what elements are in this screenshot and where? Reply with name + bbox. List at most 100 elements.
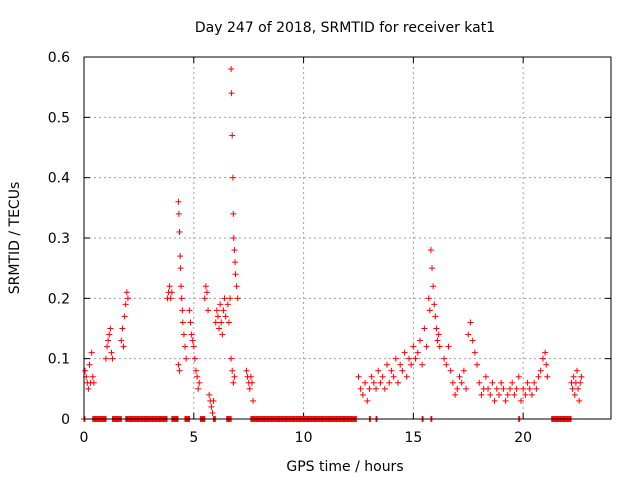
data-point	[214, 313, 221, 320]
x-tick-label: 10	[295, 430, 313, 446]
data-point	[230, 235, 237, 241]
data-point	[489, 379, 496, 386]
data-point	[493, 385, 500, 392]
data-point	[231, 373, 238, 380]
data-point	[482, 373, 489, 380]
data-point	[88, 349, 95, 356]
data-point	[232, 259, 239, 266]
data-point	[502, 397, 509, 404]
data-point	[183, 355, 190, 362]
data-point	[178, 295, 185, 302]
data-point	[474, 361, 481, 368]
data-point	[82, 367, 89, 374]
data-point	[573, 367, 580, 374]
data-point	[89, 373, 96, 380]
data-point	[390, 373, 397, 380]
y-axis-title: SRMTID / TECUs	[7, 182, 23, 295]
data-point	[229, 367, 236, 374]
data-point	[229, 132, 236, 139]
data-point	[222, 313, 229, 320]
data-point	[210, 397, 217, 404]
data-point	[496, 391, 503, 398]
data-point	[217, 301, 224, 308]
data-point	[522, 391, 529, 398]
data-point	[221, 295, 228, 302]
data-point	[86, 361, 93, 368]
data-point	[539, 355, 546, 362]
data-point	[229, 174, 236, 181]
data-point	[506, 385, 513, 392]
data-point	[122, 301, 129, 308]
axis-ticks: 0 5 10 15 20 0 0.1 0.2 0.3 0.4 0.5 0.6	[48, 50, 611, 446]
data-point	[218, 319, 225, 326]
data-point	[443, 361, 450, 368]
data-point	[456, 373, 463, 380]
data-point	[426, 307, 433, 314]
data-point	[412, 355, 419, 362]
data-point	[429, 265, 436, 272]
data-points	[81, 66, 585, 422]
data-point	[504, 391, 511, 398]
data-point	[124, 295, 131, 302]
data-point	[471, 349, 478, 356]
data-point	[220, 307, 227, 314]
data-point	[357, 385, 364, 392]
data-point	[175, 361, 182, 368]
data-point	[205, 307, 212, 314]
data-point	[500, 385, 507, 392]
data-point	[219, 331, 226, 338]
y-tick-label: 0.1	[48, 352, 70, 368]
data-point	[228, 66, 235, 73]
data-point	[537, 367, 544, 374]
data-point	[119, 325, 126, 332]
data-point	[414, 349, 421, 356]
data-point	[176, 228, 183, 235]
y-tick-label: 0.3	[48, 231, 70, 247]
data-point	[578, 373, 585, 380]
data-point	[370, 379, 377, 386]
data-point	[373, 385, 380, 392]
data-point	[182, 343, 189, 350]
data-point	[231, 247, 238, 254]
data-point	[246, 385, 253, 392]
data-point	[359, 391, 366, 398]
data-point	[177, 265, 184, 272]
data-point	[177, 253, 184, 260]
data-point	[392, 355, 399, 362]
data-point	[227, 295, 234, 302]
data-point	[416, 337, 423, 344]
data-point	[106, 331, 113, 338]
data-point	[206, 391, 213, 398]
grid	[84, 57, 611, 419]
data-point	[447, 367, 454, 374]
data-point	[232, 271, 239, 278]
data-point	[463, 385, 470, 392]
data-point	[225, 319, 232, 326]
data-point	[433, 325, 440, 332]
data-point	[120, 343, 127, 350]
data-point	[194, 373, 201, 380]
data-point	[405, 355, 412, 362]
data-point	[243, 367, 250, 374]
chart-title: Day 247 of 2018, SRMTID for receiver kat…	[195, 20, 495, 36]
data-point	[517, 397, 524, 404]
data-point	[208, 403, 215, 410]
data-point	[526, 385, 533, 392]
x-tick-label: 20	[514, 430, 532, 446]
data-point	[408, 361, 415, 368]
data-point	[168, 289, 175, 296]
y-tick-label: 0.6	[48, 50, 70, 66]
data-point	[441, 355, 448, 362]
data-point	[234, 295, 241, 302]
data-point	[228, 355, 235, 362]
data-point	[379, 373, 386, 380]
data-point	[513, 385, 520, 392]
data-point	[216, 325, 223, 332]
data-point	[436, 343, 443, 350]
data-point	[384, 361, 391, 368]
data-point	[449, 379, 456, 386]
x-tick-label: 5	[189, 430, 198, 446]
data-point	[511, 391, 518, 398]
data-point	[454, 385, 461, 392]
data-point	[403, 373, 410, 380]
